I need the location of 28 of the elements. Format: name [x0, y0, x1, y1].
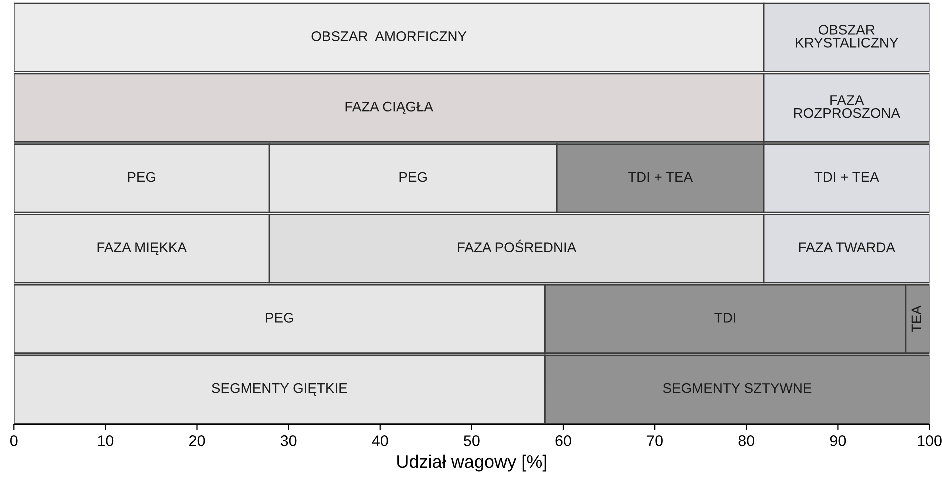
x-tick-label: 50	[464, 436, 480, 446]
data-label: FAZA ROZPROSZONA	[794, 96, 900, 118]
data-label: SEGMENTY GIĘTKIE	[212, 383, 348, 396]
data-label: PEG	[266, 313, 294, 323]
x-tick-label: 0	[10, 436, 18, 446]
data-label: OBSZAR KRYSTALICZNY	[796, 25, 898, 48]
x-tick-label: 100	[918, 436, 942, 446]
data-label: PEG	[128, 172, 156, 182]
data-label: TEA	[912, 306, 922, 332]
x-tick-label: 40	[372, 436, 388, 446]
data-label: FAZA POŚREDNIA	[458, 240, 577, 252]
x-tick-label: 80	[738, 436, 755, 446]
data-label: FAZA TWARDA	[799, 242, 896, 252]
x-tick-label: 20	[190, 436, 206, 446]
x-tick-label: 70	[647, 436, 663, 446]
data-label: SEGMENTY SZTYWNE	[663, 383, 812, 394]
x-tick-label: 90	[830, 436, 846, 446]
x-tick-label: 60	[556, 436, 572, 446]
x-tick-label: 30	[280, 436, 297, 446]
x-tick-label: 10	[98, 436, 114, 446]
data-label: TDI + TEA	[628, 172, 694, 182]
data-label: OBSZAR AMORFICZNY	[312, 32, 467, 42]
data-label: PEG	[400, 172, 427, 182]
data-label: TDI + TEA	[814, 172, 880, 182]
x-axis-title: Udział wagowy [%]	[398, 454, 546, 472]
data-label: FAZA MIĘKKA	[98, 242, 187, 256]
data-label: TDI	[714, 313, 736, 323]
data-label: FAZA CIĄGŁA	[346, 102, 434, 114]
